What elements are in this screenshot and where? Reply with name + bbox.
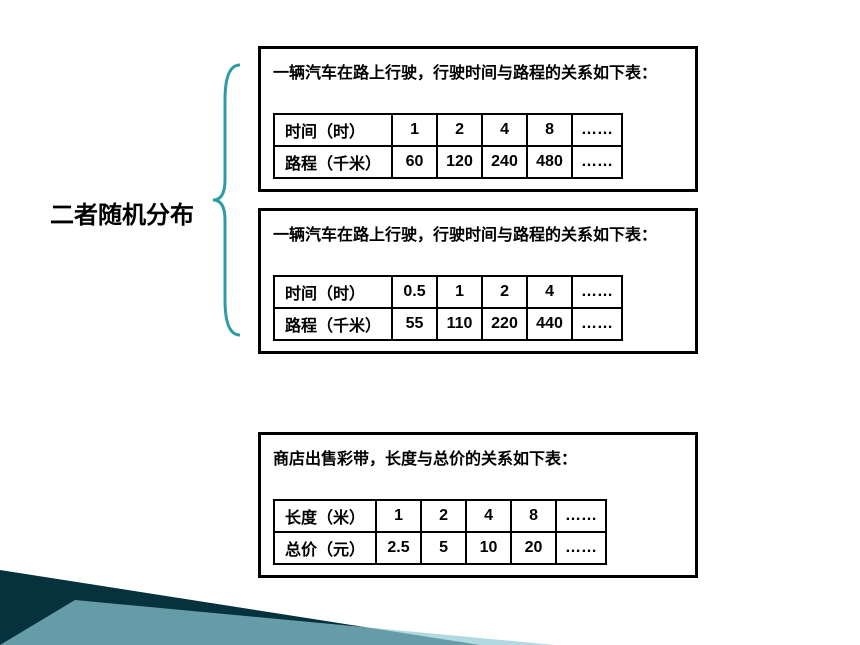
cell: 60 <box>392 146 437 178</box>
row-label: 总价（元） <box>274 532 376 564</box>
cell: 440 <box>527 308 572 340</box>
cell: 4 <box>482 114 527 146</box>
cell: …… <box>572 276 622 308</box>
table-row: 时间（时） 0.5 1 2 4 …… <box>274 276 622 308</box>
cell: 8 <box>527 114 572 146</box>
row-label: 时间（时） <box>274 114 392 146</box>
row-label: 长度（米） <box>274 500 376 532</box>
table-row: 总价（元） 2.5 5 10 20 …… <box>274 532 606 564</box>
cell: 10 <box>466 532 511 564</box>
cell: 1 <box>392 114 437 146</box>
cell: 240 <box>482 146 527 178</box>
decoration-triangle-light <box>0 600 555 645</box>
cell: 480 <box>527 146 572 178</box>
cell: 2 <box>421 500 466 532</box>
cell: 120 <box>437 146 482 178</box>
cell: 8 <box>511 500 556 532</box>
table-row: 路程（千米） 60 120 240 480 …… <box>274 146 622 178</box>
cell: 2 <box>482 276 527 308</box>
cell: …… <box>572 146 622 178</box>
cell: …… <box>572 308 622 340</box>
cell: 5 <box>421 532 466 564</box>
cell: …… <box>556 500 606 532</box>
cell: 1 <box>376 500 421 532</box>
row-label: 路程（千米） <box>274 146 392 178</box>
table1: 时间（时） 1 2 4 8 …… 路程（千米） 60 120 240 480 …… <box>273 113 623 179</box>
table2-title: 一辆汽车在路上行驶，行驶时间与路程的关系如下表： <box>273 221 683 245</box>
cell: 4 <box>527 276 572 308</box>
table3-title: 商店出售彩带，长度与总价的关系如下表： <box>273 445 683 469</box>
cell: 110 <box>437 308 482 340</box>
cell: 2 <box>437 114 482 146</box>
row-label: 路程（千米） <box>274 308 392 340</box>
cell: 220 <box>482 308 527 340</box>
table-box-2: 一辆汽车在路上行驶，行驶时间与路程的关系如下表： 时间（时） 0.5 1 2 4… <box>258 208 698 354</box>
cell: 55 <box>392 308 437 340</box>
cell: 0.5 <box>392 276 437 308</box>
bracket-icon <box>210 60 250 340</box>
row-label: 时间（时） <box>274 276 392 308</box>
cell: 4 <box>466 500 511 532</box>
cell: 2.5 <box>376 532 421 564</box>
table3: 长度（米） 1 2 4 8 …… 总价（元） 2.5 5 10 20 …… <box>273 499 607 565</box>
table-row: 时间（时） 1 2 4 8 …… <box>274 114 622 146</box>
cell: …… <box>556 532 606 564</box>
table-box-1: 一辆汽车在路上行驶，行驶时间与路程的关系如下表： 时间（时） 1 2 4 8 …… <box>258 46 698 192</box>
side-label: 二者随机分布 <box>50 195 194 230</box>
cell: 1 <box>437 276 482 308</box>
table1-title: 一辆汽车在路上行驶，行驶时间与路程的关系如下表： <box>273 59 683 83</box>
table-box-3: 商店出售彩带，长度与总价的关系如下表： 长度（米） 1 2 4 8 …… 总价（… <box>258 432 698 578</box>
table2: 时间（时） 0.5 1 2 4 …… 路程（千米） 55 110 220 440… <box>273 275 623 341</box>
table-row: 路程（千米） 55 110 220 440 …… <box>274 308 622 340</box>
cell: 20 <box>511 532 556 564</box>
cell: …… <box>572 114 622 146</box>
table-row: 长度（米） 1 2 4 8 …… <box>274 500 606 532</box>
